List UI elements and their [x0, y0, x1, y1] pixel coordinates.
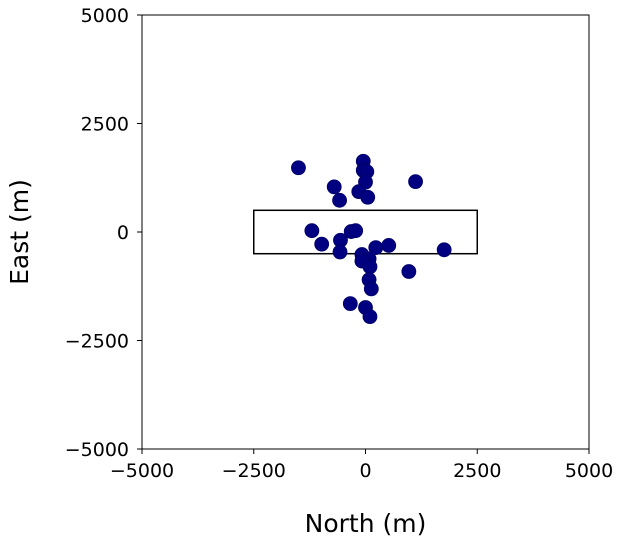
- data-point-26: [363, 281, 379, 297]
- x-tick-label: 0: [359, 460, 371, 482]
- data-point-16: [332, 244, 348, 260]
- x-tick-label: −5000: [110, 460, 174, 482]
- x-tick-label: 5000: [565, 460, 613, 482]
- data-point-13: [348, 223, 364, 239]
- y-axis-title: East (m): [5, 179, 34, 285]
- y-tick-label: 2500: [81, 114, 129, 136]
- y-tick-label: 5000: [81, 5, 129, 27]
- data-point-6: [408, 174, 423, 190]
- data-point-24: [401, 264, 417, 279]
- data-point-21: [436, 242, 452, 258]
- y-tick-label: −5000: [65, 439, 129, 461]
- data-point-11: [304, 223, 320, 239]
- data-point-29: [362, 309, 378, 325]
- y-tick-label: −2500: [65, 331, 129, 353]
- data-point-20: [381, 238, 397, 253]
- data-point-1: [291, 160, 306, 176]
- data-point-9: [360, 189, 376, 205]
- x-tick-label: −2500: [222, 460, 286, 482]
- data-point-23: [362, 259, 378, 275]
- y-tick-label: 0: [117, 222, 129, 244]
- plot-layer: [253, 153, 478, 325]
- data-point-10: [332, 192, 347, 208]
- axes-layer: −5000 −2500 0 2500 5000 −5000 −2500 0 2500 5000: [65, 5, 613, 482]
- data-point-19: [368, 240, 384, 256]
- data-point-7: [326, 179, 342, 195]
- data-point-27: [342, 296, 358, 312]
- data-point-15: [314, 236, 330, 252]
- x-tick-label: 2500: [453, 460, 501, 482]
- x-axis-title: North (m): [305, 509, 427, 538]
